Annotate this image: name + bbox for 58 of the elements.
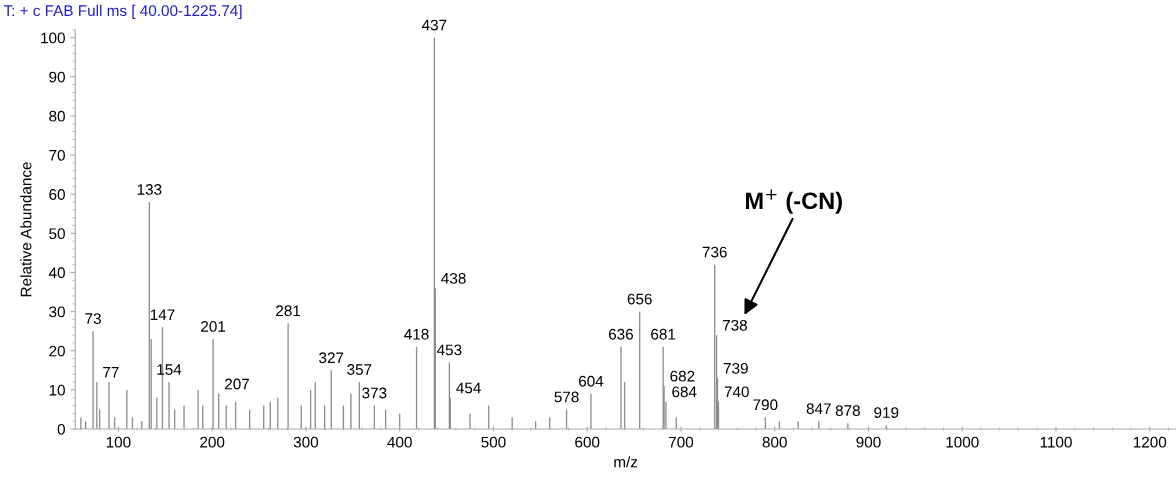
x-tick-label: 500 — [481, 436, 506, 448]
y-tick-label: 40 — [48, 267, 65, 279]
annotation: 682 — [670, 370, 695, 382]
y-tick-label: 50 — [49, 228, 65, 240]
x-tick-label: 600 — [575, 436, 600, 448]
annotation: 437 — [421, 19, 447, 31]
annotation: 201 — [201, 321, 226, 332]
x-tick-label: 1100 — [1040, 436, 1072, 448]
annotation: M$^{+}$ (-CN) — [746, 189, 842, 214]
annotation: 133 — [137, 184, 162, 195]
annotation: 438 — [441, 272, 466, 284]
annotation: 681 — [651, 328, 676, 340]
annotation: 578 — [554, 391, 579, 403]
x-axis-title: m/z — [614, 456, 638, 468]
x-tick-label: 200 — [200, 436, 225, 448]
annotation: 73 — [85, 313, 101, 325]
annotation: 790 — [753, 399, 778, 411]
annotation: 147 — [150, 309, 175, 320]
annotation: 373 — [362, 387, 387, 399]
annotation: 357 — [347, 364, 372, 375]
y-tick-label: 70 — [49, 149, 65, 161]
y-axis-title: Relative Abundance — [20, 162, 32, 297]
x-tick-label: 100 — [106, 436, 131, 448]
y-tick-label: 0 — [57, 423, 65, 435]
y-tick-label: 80 — [49, 110, 65, 122]
annotation: 453 — [436, 344, 462, 356]
x-tick-label: 900 — [856, 436, 881, 448]
annotation: 418 — [404, 328, 429, 340]
annotation: 636 — [608, 328, 634, 340]
x-tick-label: 1000 — [946, 436, 979, 448]
annotation: 454 — [456, 382, 481, 394]
annotation: 77 — [103, 367, 119, 378]
annotation: 656 — [627, 293, 652, 305]
chart-title: T: + c FAB Full ms [ 40.00-1225.74] — [3, 4, 242, 20]
x-tick-label: 400 — [387, 436, 412, 448]
annotation: 327 — [319, 352, 344, 364]
annotation: 736 — [702, 246, 727, 258]
y-tick-label: 60 — [49, 189, 65, 200]
annotation: 740 — [724, 386, 749, 398]
y-tick-label: 30 — [49, 306, 65, 318]
annotation: 154 — [157, 364, 182, 375]
x-tick-label: 1200 — [1133, 436, 1167, 448]
y-tick-label: 10 — [49, 384, 65, 396]
annotation: 878 — [835, 405, 860, 416]
annotation: 847 — [806, 403, 831, 415]
annotation: 739 — [723, 362, 748, 374]
y-tick-label: 20 — [49, 345, 65, 357]
x-tick-label: 800 — [762, 436, 787, 448]
annotation: 684 — [672, 386, 697, 398]
annotation: 281 — [276, 305, 301, 317]
annotation: 604 — [578, 375, 604, 387]
annotation: 207 — [225, 378, 249, 390]
annotation: 738 — [722, 319, 747, 331]
annotation: 919 — [874, 407, 899, 418]
x-tick-label: 300 — [293, 436, 319, 448]
y-tick-label: 90 — [49, 71, 65, 83]
x-tick-label: 700 — [668, 436, 694, 448]
y-tick-label: 100 — [41, 32, 65, 44]
